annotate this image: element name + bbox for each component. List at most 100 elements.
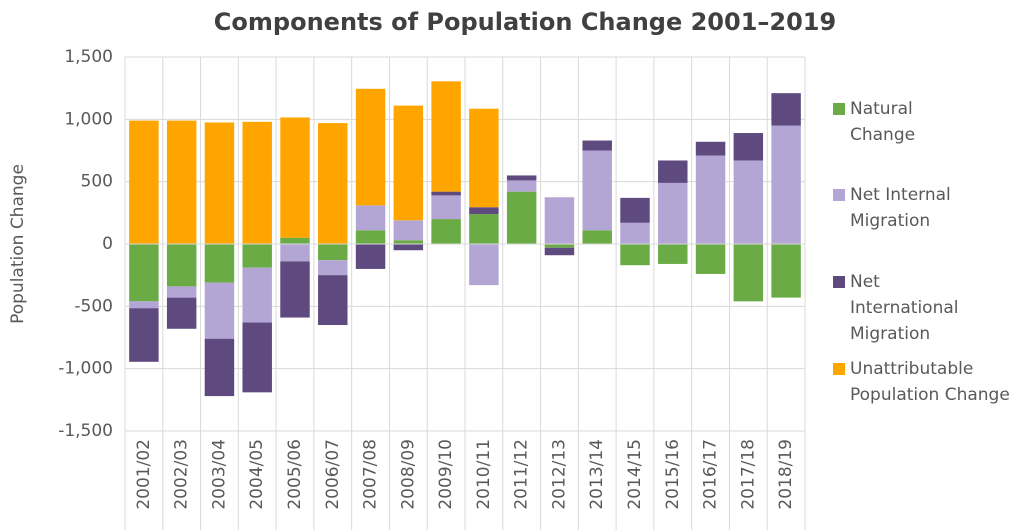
y-tick-label: 500 <box>81 172 113 192</box>
x-tick-label: 2001/02 <box>134 439 154 510</box>
y-tick-label: 1,000 <box>64 109 113 129</box>
bar-segment <box>582 150 612 231</box>
legend-label: Natural Change <box>850 99 916 145</box>
bar-segment <box>242 267 272 323</box>
x-tick-label: 2004/05 <box>247 439 267 510</box>
bar-segment <box>733 133 764 161</box>
x-tick-label: 2018/19 <box>776 439 796 510</box>
bar-segment <box>431 219 461 244</box>
bar-segment <box>166 244 197 287</box>
bar-segment <box>695 141 726 156</box>
bar-segment <box>280 244 310 262</box>
x-tick-label: 2009/10 <box>436 439 456 510</box>
x-tick-label: 2017/18 <box>738 439 758 510</box>
chart-title: Components of Population Change 2001–201… <box>214 8 836 36</box>
bar-segment <box>544 244 575 248</box>
bar-segment <box>469 244 499 286</box>
bar-segment <box>582 230 612 244</box>
bar-segment <box>506 191 537 244</box>
y-tick-label: -1,500 <box>58 421 113 441</box>
legend-label: Unattributable Population Change <box>850 359 1010 405</box>
y-tick-label: 1,500 <box>64 47 113 67</box>
bar-segment <box>771 244 801 298</box>
bar-segment <box>355 88 386 206</box>
y-tick-label: -1,000 <box>58 359 113 379</box>
bar-segment <box>393 240 424 244</box>
bar-segment <box>242 121 272 244</box>
x-tick-label: 2013/14 <box>587 439 607 510</box>
x-tick-label: 2006/07 <box>323 439 343 510</box>
bar-segment <box>242 244 272 268</box>
bar-segment <box>620 222 650 244</box>
bar-segment <box>129 244 159 302</box>
bar-segment <box>469 207 499 215</box>
bar-segment <box>242 322 272 393</box>
bar-segment <box>355 205 386 231</box>
x-tick-label: 2010/11 <box>474 439 494 510</box>
bar-segment <box>658 244 688 264</box>
bar-segment <box>733 160 764 244</box>
x-tick-label: 2015/16 <box>663 439 683 510</box>
x-tick-label: 2003/04 <box>209 439 229 510</box>
x-tick-label: 2002/03 <box>172 439 192 510</box>
bar-segment <box>166 286 197 298</box>
bar-segment <box>204 244 235 283</box>
x-tick-label: 2016/17 <box>701 439 721 510</box>
legend-label: Net Internal Migration <box>850 185 951 231</box>
bar-segment <box>129 120 159 244</box>
bar-segment <box>393 220 424 241</box>
legend-entry: Net International Migration <box>833 269 1008 347</box>
legend-swatch <box>833 363 845 375</box>
bar-segment <box>431 195 461 220</box>
bar-segment <box>469 214 499 244</box>
bar-segment <box>620 244 650 266</box>
legend-swatch <box>833 189 845 201</box>
x-tick-label: 2005/06 <box>285 439 305 510</box>
bar-segment <box>695 155 726 244</box>
x-tick-label: 2014/15 <box>625 439 645 510</box>
bar-segment <box>318 123 348 244</box>
bar-segment <box>166 297 197 329</box>
bar-segment <box>280 261 310 318</box>
bar-segment <box>204 282 235 339</box>
x-tick-label: 2011/12 <box>512 439 532 510</box>
y-tick-label: -500 <box>74 296 113 316</box>
x-tick-label: 2012/13 <box>549 439 569 510</box>
x-tick-label: 2008/09 <box>398 439 418 510</box>
legend-entry: Net Internal Migration <box>833 182 1008 234</box>
y-axis-label: Population Change <box>8 164 28 324</box>
bar-segment <box>620 197 650 223</box>
bar-segment <box>318 275 348 326</box>
bar-segment <box>771 125 801 244</box>
legend-entry: Natural Change <box>833 96 1008 148</box>
bar-segment <box>280 117 310 238</box>
bar-segment <box>318 260 348 276</box>
bar-segment <box>204 122 235 244</box>
bar-segment <box>166 120 197 244</box>
bar-segment <box>658 160 688 183</box>
bar-segment <box>280 237 310 244</box>
bar-segment <box>544 197 575 244</box>
bar-segment <box>129 301 159 309</box>
bar-segment <box>318 244 348 261</box>
bar-segment <box>355 244 386 269</box>
bar-segment <box>733 244 764 302</box>
bar-segment <box>431 191 461 196</box>
legend-label: Net International Migration <box>850 272 959 344</box>
bar-segment <box>658 182 688 244</box>
bar-segment <box>129 308 159 362</box>
bar-segment <box>506 175 537 181</box>
bar-segment <box>393 105 424 221</box>
bar-segment <box>393 244 424 251</box>
x-tick-label: 2007/08 <box>361 439 381 510</box>
bar-segment <box>771 93 801 126</box>
y-tick-label: 0 <box>102 234 113 254</box>
bar-segment <box>431 81 461 192</box>
bar-segment <box>355 230 386 244</box>
bar-segment <box>204 338 235 397</box>
bar-segment <box>582 140 612 151</box>
bar-segment <box>469 108 499 208</box>
legend-entry: Unattributable Population Change <box>833 356 1010 408</box>
bar-segment <box>695 244 726 274</box>
